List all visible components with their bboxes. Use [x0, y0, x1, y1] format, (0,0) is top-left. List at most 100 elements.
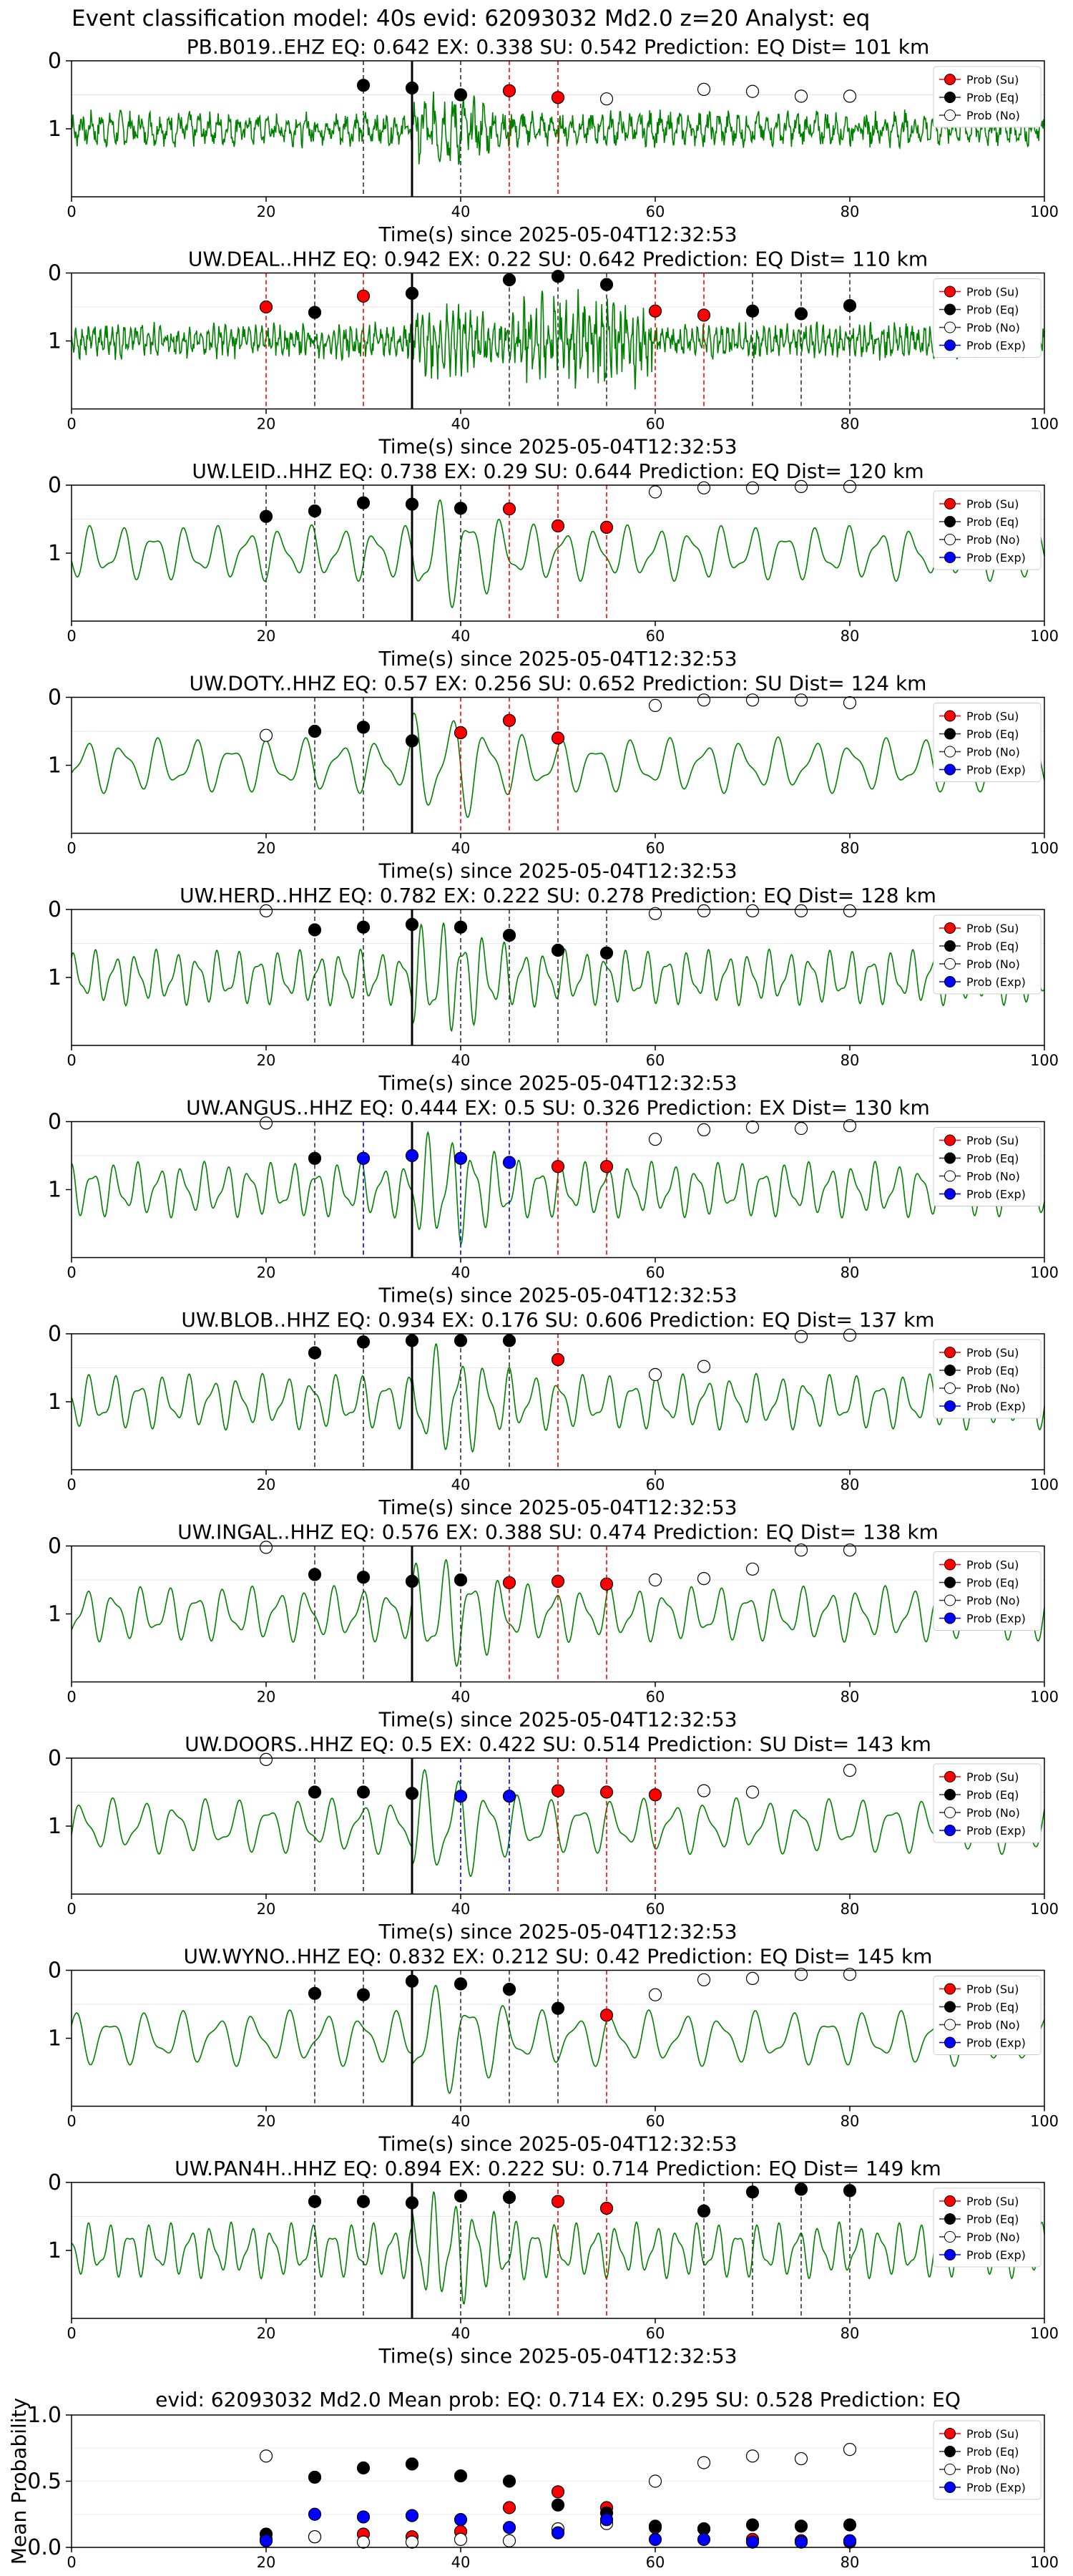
x-tick-label: 60	[646, 840, 665, 857]
x-axis-label: Time(s) since 2025-05-04T12:32:53	[378, 1284, 737, 1307]
chart-panel: UW.DOORS..HHZ EQ: 0.5 EX: 0.422 SU: 0.51…	[48, 1732, 1059, 1943]
x-tick-label: 20	[257, 1901, 276, 1918]
mean-prob-point	[454, 2469, 468, 2483]
legend-marker	[944, 1594, 956, 1606]
x-axis-label: Time(s) since 2025-05-04T12:32:53	[378, 2344, 737, 2368]
panel-title: PB.B019..EHZ EQ: 0.642 EX: 0.338 SU: 0.5…	[187, 35, 930, 59]
x-tick-label: 0	[67, 628, 76, 645]
legend-label: Prob (No)	[966, 2463, 1020, 2477]
legend-label: Prob (Eq)	[966, 728, 1019, 741]
mean-prob-point	[648, 2474, 662, 2488]
chart-panel: UW.LEID..HHZ EQ: 0.738 EX: 0.29 SU: 0.64…	[48, 459, 1059, 670]
legend-label: Prob (Eq)	[966, 1364, 1019, 1377]
x-tick-label: 60	[646, 2325, 665, 2342]
x-tick-label: 80	[841, 2325, 860, 2342]
prob-marker	[551, 91, 565, 104]
legend-marker	[944, 2446, 956, 2457]
legend-marker	[944, 303, 956, 316]
x-tick-label: 0	[67, 1901, 76, 1918]
x-tick-label: 100	[1030, 840, 1059, 857]
y-tick-label: 0	[48, 686, 62, 711]
x-tick-label: 0	[67, 1052, 76, 1069]
waveform-trace	[71, 1984, 1045, 2094]
prob-marker	[259, 904, 273, 918]
prob-marker	[551, 1574, 565, 1588]
legend-marker	[944, 746, 956, 758]
x-axis-label: Time(s) since 2025-05-04T12:32:53	[378, 1496, 737, 1519]
legend-label: Prob (Exp)	[966, 551, 1026, 565]
y-tick-label: 0	[48, 1534, 62, 1559]
prob-marker	[599, 2009, 614, 2022]
prob-marker	[502, 928, 516, 942]
prob-marker	[745, 693, 760, 707]
prob-marker	[794, 1121, 808, 1136]
prob-marker	[648, 1988, 662, 2001]
legend-marker	[944, 1152, 956, 1164]
prob-marker	[454, 502, 468, 515]
x-tick-label: 100	[1030, 1689, 1059, 1706]
prob-marker	[502, 713, 516, 727]
prob-marker	[551, 1784, 565, 1797]
y-tick-label: 0	[48, 1322, 62, 1347]
mean-prob-point	[794, 2535, 808, 2549]
prob-marker	[356, 721, 371, 734]
prob-marker	[599, 1160, 614, 1174]
prob-marker	[551, 943, 565, 957]
prob-marker	[405, 917, 419, 932]
prob-marker	[843, 2184, 857, 2197]
x-tick-label: 100	[1030, 1052, 1059, 1069]
prob-marker	[502, 1334, 516, 1347]
prob-marker	[454, 726, 468, 740]
legend-label: Prob (Su)	[966, 2195, 1019, 2208]
prob-marker	[599, 92, 614, 106]
mean-prob-point	[843, 2443, 857, 2457]
legend-label: Prob (Eq)	[966, 940, 1019, 953]
x-tick-label: 40	[451, 1689, 471, 1706]
x-tick-label: 80	[841, 1901, 860, 1918]
mean-prob-point	[308, 2470, 322, 2484]
prob-marker	[794, 89, 808, 103]
mean-prob-point	[356, 2510, 371, 2524]
prob-marker	[551, 1160, 565, 1174]
x-tick-label: 80	[841, 1264, 860, 1282]
y-tick-label: 0	[48, 473, 62, 498]
x-tick-label: 0	[67, 1264, 76, 1282]
mean-prob-point	[405, 2509, 419, 2522]
legend-label: Prob (Exp)	[966, 1824, 1026, 1838]
prob-marker	[599, 2202, 614, 2215]
y-tick-label: 0.0	[27, 2535, 62, 2560]
x-tick-label: 100	[1030, 416, 1059, 433]
prob-marker	[259, 728, 273, 742]
prob-marker	[454, 2189, 468, 2203]
prob-marker	[551, 2195, 565, 2208]
prob-marker	[454, 1151, 468, 1165]
prob-marker	[794, 1968, 808, 1981]
prob-marker	[405, 1148, 419, 1163]
legend-box	[933, 1763, 1042, 1843]
chart-panel: UW.BLOB..HHZ EQ: 0.934 EX: 0.176 SU: 0.6…	[48, 1308, 1059, 1519]
prob-marker	[551, 270, 565, 283]
legend-label: Prob (Su)	[966, 2427, 1019, 2441]
x-tick-label: 20	[257, 1052, 276, 1069]
prob-marker	[599, 1577, 614, 1591]
y-tick-label: 0.5	[27, 2469, 62, 2494]
prob-marker	[648, 485, 662, 499]
x-tick-label: 0	[67, 1689, 76, 1706]
mean-prob-point	[648, 2532, 662, 2546]
panel-title: UW.BLOB..HHZ EQ: 0.934 EX: 0.176 SU: 0.6…	[181, 1308, 934, 1332]
x-tick-label: 40	[451, 203, 471, 220]
panel-title: UW.DOORS..HHZ EQ: 0.5 EX: 0.422 SU: 0.51…	[185, 1732, 931, 1756]
legend-label: Prob (Su)	[966, 1983, 1019, 1996]
prob-marker	[551, 2001, 565, 2015]
x-tick-label: 40	[451, 1264, 471, 1282]
legend-marker	[944, 1134, 956, 1146]
prob-marker	[697, 904, 711, 918]
mean-prob-point	[308, 2530, 322, 2544]
prob-marker	[599, 946, 614, 960]
prob-marker	[648, 304, 662, 318]
y-tick-label: 1	[48, 541, 62, 566]
x-tick-label: 60	[646, 2113, 665, 2130]
prob-marker	[648, 907, 662, 920]
mean-prob-point	[551, 2485, 565, 2499]
